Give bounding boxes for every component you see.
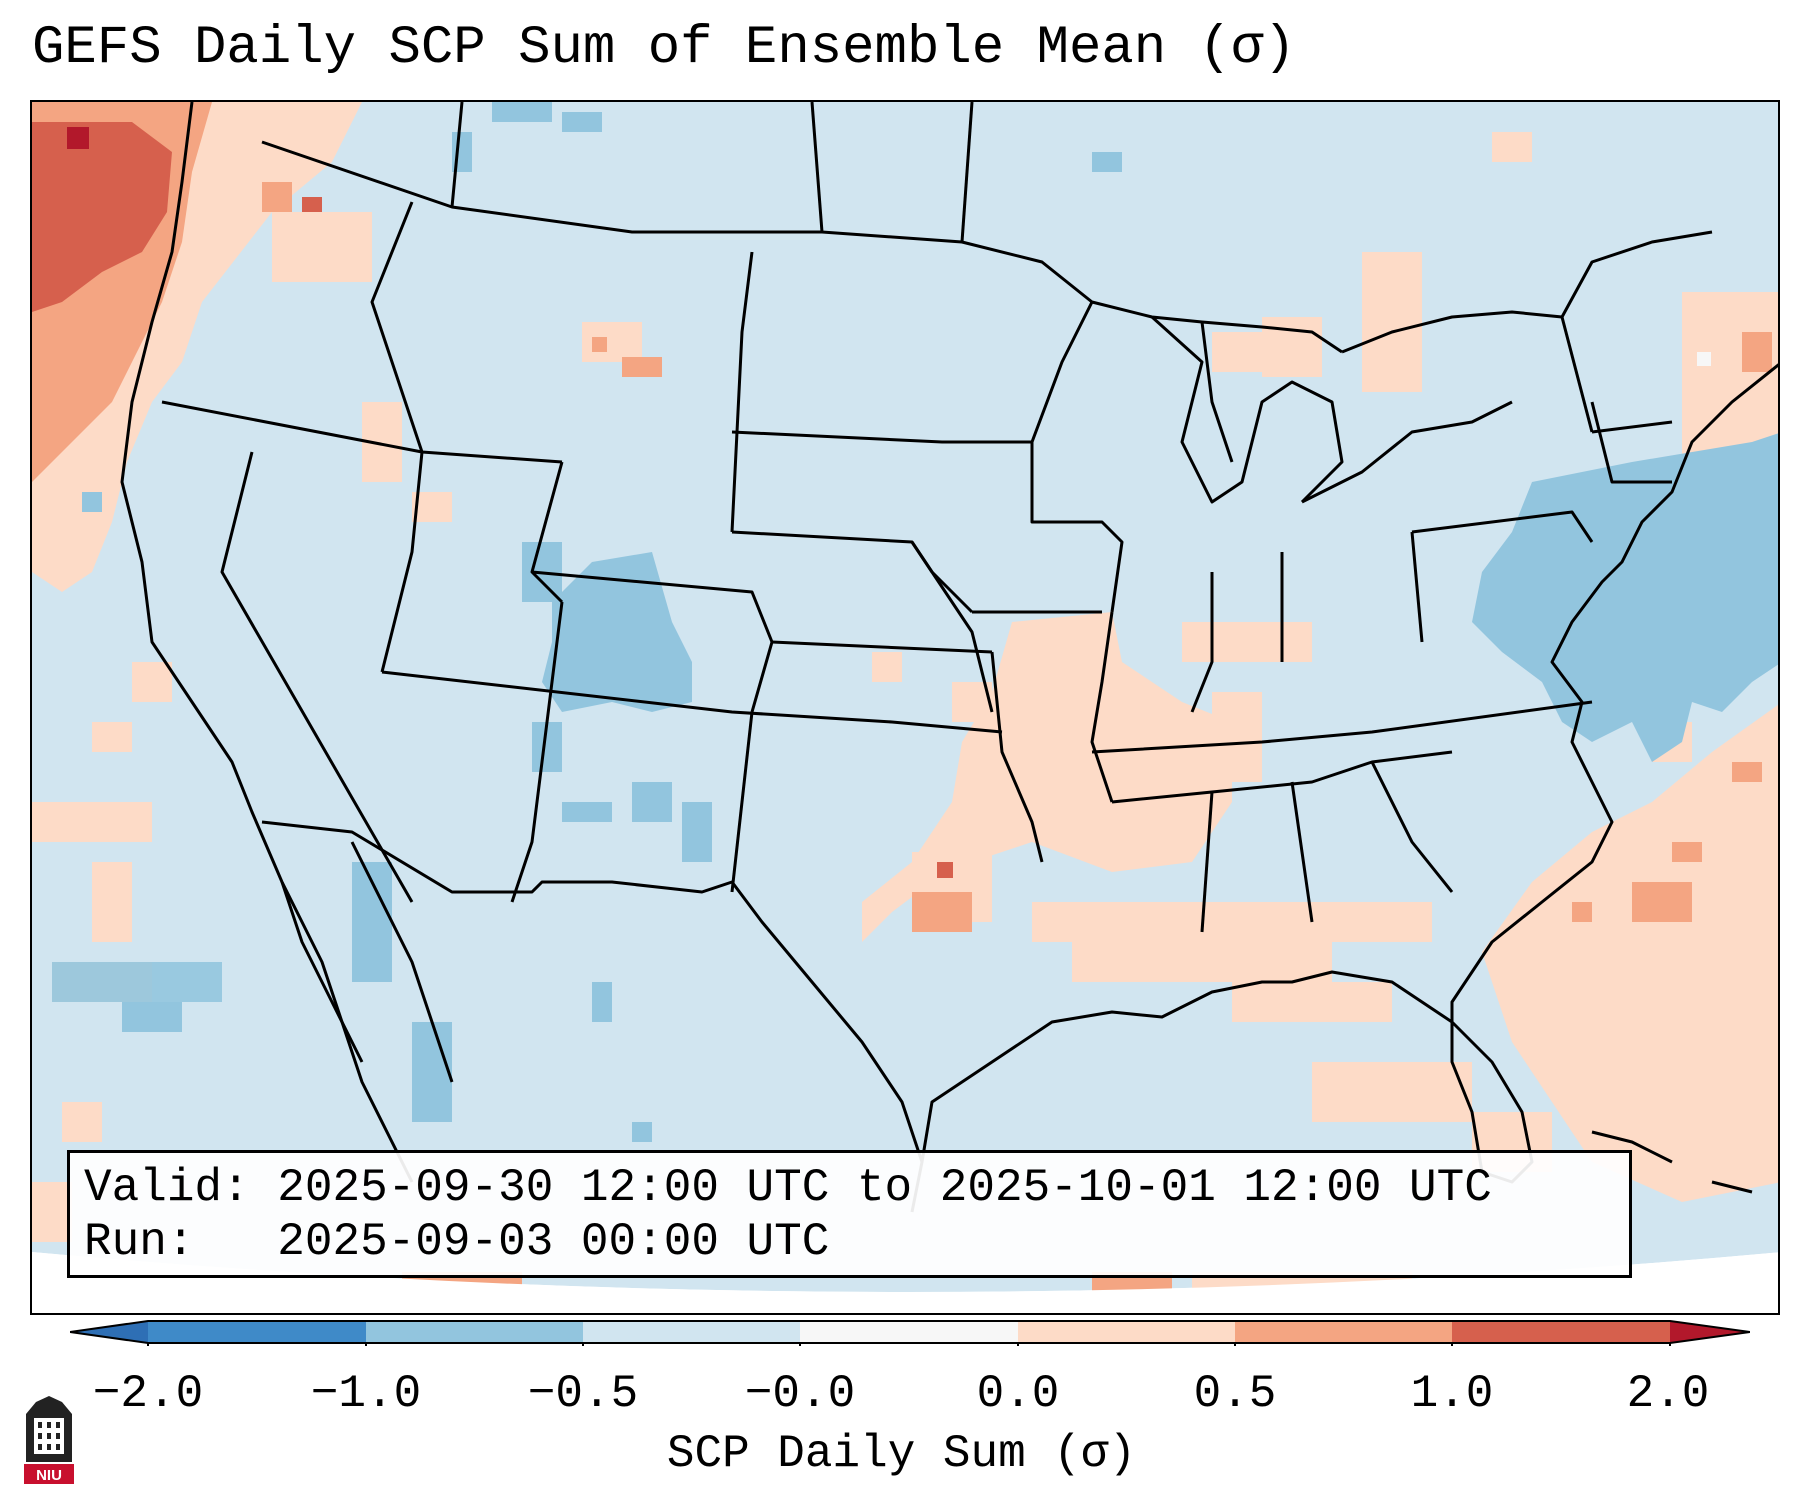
anomaly-pnw-strong bbox=[32, 122, 172, 312]
colorbar-tick-label: 0.5 bbox=[1193, 1368, 1277, 1420]
anomaly-pnw-peak bbox=[67, 127, 89, 149]
political-boundaries bbox=[120, 102, 1778, 1213]
colorbar-bin-7 bbox=[1452, 1321, 1670, 1343]
colorbar-tick-label: 2.0 bbox=[1626, 1368, 1710, 1420]
niu-logo: NIU bbox=[24, 1396, 74, 1484]
colorbar-bin-3 bbox=[583, 1321, 800, 1343]
colorbar-bin-6 bbox=[1235, 1321, 1452, 1343]
valid-value: 2025-09-30 12:00 UTC to 2025-10-01 12:00… bbox=[277, 1162, 1492, 1214]
map-canvas bbox=[32, 102, 1778, 1313]
map-panel bbox=[30, 100, 1780, 1315]
colorbar-tick-label: −2.0 bbox=[92, 1368, 204, 1420]
map-title: GEFS Daily SCP Sum of Ensemble Mean (σ) bbox=[32, 18, 1296, 79]
valid-line: Valid: 2025-09-30 12:00 UTC to 2025-10-0… bbox=[84, 1161, 1615, 1215]
colorbar-bin-5 bbox=[1018, 1321, 1235, 1343]
anomaly-four-corners bbox=[542, 552, 692, 712]
colorbar-extend-low bbox=[70, 1321, 148, 1343]
colorbar-bin-4 bbox=[800, 1321, 1018, 1343]
colorbar-bin-2 bbox=[366, 1321, 583, 1343]
logo-text: NIU bbox=[36, 1467, 62, 1484]
run-label: Run: bbox=[84, 1216, 195, 1268]
colorbar bbox=[70, 1320, 1750, 1346]
run-value: 2025-09-03 00:00 UTC bbox=[277, 1216, 830, 1268]
colorbar-label: SCP Daily Sum (σ) bbox=[666, 1428, 1137, 1480]
run-line: Run: 2025-09-03 00:00 UTC bbox=[84, 1215, 1615, 1269]
valid-run-info-box: Valid: 2025-09-30 12:00 UTC to 2025-10-0… bbox=[67, 1150, 1632, 1278]
colorbar-extend-high bbox=[1670, 1321, 1750, 1343]
colorbar-tick-label: −0.5 bbox=[527, 1368, 639, 1420]
colorbar-tick-label: 0.0 bbox=[976, 1368, 1060, 1420]
valid-label: Valid: bbox=[84, 1162, 250, 1214]
anomaly-atlantic bbox=[1482, 704, 1778, 1202]
colorbar-tick-label: −1.0 bbox=[310, 1368, 422, 1420]
colorbar-tick-label: −0.0 bbox=[744, 1368, 856, 1420]
colorbar-tick-label: 1.0 bbox=[1410, 1368, 1494, 1420]
colorbar-bin-1 bbox=[148, 1321, 366, 1343]
